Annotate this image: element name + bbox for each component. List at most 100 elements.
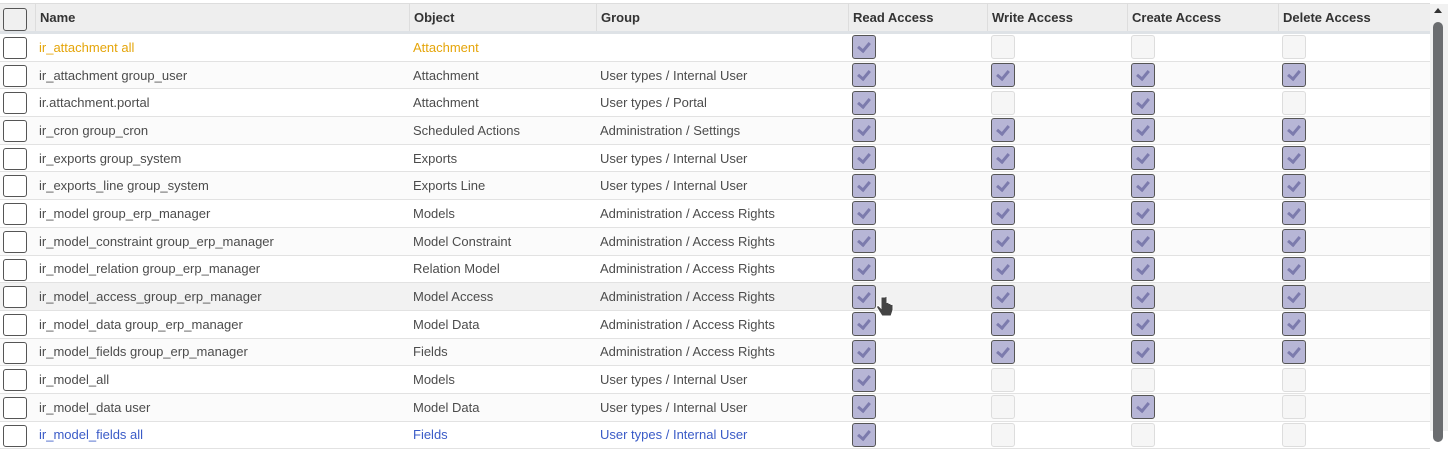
read-access-checkbox[interactable] bbox=[852, 422, 876, 447]
write-access-checkbox[interactable] bbox=[991, 284, 1015, 309]
delete-access-checkbox[interactable] bbox=[1282, 201, 1306, 226]
scroll-up-arrow-icon[interactable] bbox=[1434, 8, 1442, 13]
create-access-checkbox[interactable] bbox=[1131, 118, 1155, 143]
table-row[interactable]: ir.attachment.portal Attachment User typ… bbox=[0, 89, 1430, 118]
row-select-checkbox[interactable] bbox=[3, 341, 27, 364]
write-access-checkbox[interactable] bbox=[991, 395, 1015, 420]
write-access-checkbox[interactable] bbox=[991, 35, 1015, 60]
create-access-checkbox[interactable] bbox=[1131, 35, 1155, 60]
column-header-create[interactable]: Create Access bbox=[1127, 4, 1221, 31]
table-row[interactable]: ir_model_fields all Fields User types / … bbox=[0, 421, 1430, 449]
read-access-checkbox[interactable] bbox=[852, 339, 876, 364]
row-select-checkbox[interactable] bbox=[3, 64, 27, 87]
table-row[interactable]: ir_model_relation group_erp_manager Rela… bbox=[0, 255, 1430, 284]
create-access-checkbox[interactable] bbox=[1131, 284, 1155, 309]
read-access-checkbox[interactable] bbox=[852, 90, 876, 115]
delete-access-checkbox[interactable] bbox=[1282, 118, 1306, 143]
delete-access-checkbox[interactable] bbox=[1282, 63, 1306, 88]
read-access-checkbox[interactable] bbox=[852, 312, 876, 337]
write-access-checkbox[interactable] bbox=[991, 63, 1015, 88]
column-header-group[interactable]: Group bbox=[596, 4, 640, 31]
create-access-checkbox[interactable] bbox=[1131, 90, 1155, 115]
delete-access-checkbox[interactable] bbox=[1282, 229, 1306, 254]
create-access-checkbox[interactable] bbox=[1131, 367, 1155, 392]
column-header-delete[interactable]: Delete Access bbox=[1278, 4, 1371, 31]
create-access-checkbox[interactable] bbox=[1131, 201, 1155, 226]
write-access-checkbox[interactable] bbox=[991, 173, 1015, 198]
vertical-scrollbar[interactable] bbox=[1430, 4, 1448, 442]
row-select-checkbox[interactable] bbox=[3, 396, 27, 419]
delete-access-checkbox[interactable] bbox=[1282, 146, 1306, 171]
write-access-checkbox[interactable] bbox=[991, 422, 1015, 447]
table-row[interactable]: ir_attachment all Attachment bbox=[0, 34, 1430, 62]
row-select-checkbox[interactable] bbox=[3, 313, 27, 336]
table-row[interactable]: ir_attachment group_user Attachment User… bbox=[0, 61, 1430, 90]
write-access-checkbox[interactable] bbox=[991, 201, 1015, 226]
write-access-checkbox[interactable] bbox=[991, 229, 1015, 254]
table-row[interactable]: ir_exports group_system Exports User typ… bbox=[0, 144, 1430, 173]
row-select-checkbox[interactable] bbox=[3, 369, 27, 392]
table-row[interactable]: ir_model_data group_erp_manager Model Da… bbox=[0, 310, 1430, 339]
select-all-checkbox[interactable] bbox=[3, 8, 27, 31]
delete-access-checkbox[interactable] bbox=[1282, 256, 1306, 281]
read-access-checkbox[interactable] bbox=[852, 367, 876, 392]
read-access-checkbox[interactable] bbox=[852, 146, 876, 171]
table-row[interactable]: ir_model_all Models User types / Interna… bbox=[0, 366, 1430, 394]
read-access-checkbox[interactable] bbox=[852, 201, 876, 226]
create-access-checkbox[interactable] bbox=[1131, 422, 1155, 447]
write-access-checkbox[interactable] bbox=[991, 312, 1015, 337]
delete-access-checkbox[interactable] bbox=[1282, 367, 1306, 392]
read-access-checkbox[interactable] bbox=[852, 63, 876, 88]
row-select-checkbox[interactable] bbox=[3, 258, 27, 281]
table-row[interactable]: ir_model group_erp_manager Models Admini… bbox=[0, 200, 1430, 228]
delete-access-checkbox[interactable] bbox=[1282, 422, 1306, 447]
create-access-checkbox[interactable] bbox=[1131, 395, 1155, 420]
column-header-name[interactable]: Name bbox=[35, 4, 75, 31]
create-access-checkbox[interactable] bbox=[1131, 229, 1155, 254]
create-access-checkbox[interactable] bbox=[1131, 339, 1155, 364]
row-select-checkbox[interactable] bbox=[3, 37, 27, 59]
table-row[interactable]: ir_model_fields group_erp_manager Fields… bbox=[0, 338, 1430, 367]
table-row[interactable]: ir_exports_line group_system Exports Lin… bbox=[0, 172, 1430, 201]
table-row[interactable]: ir_model_access_group_erp_manager Model … bbox=[0, 283, 1430, 311]
read-access-checkbox[interactable] bbox=[852, 118, 876, 143]
read-access-checkbox[interactable] bbox=[852, 395, 876, 420]
delete-access-checkbox[interactable] bbox=[1282, 284, 1306, 309]
table-row[interactable]: ir_cron group_cron Scheduled Actions Adm… bbox=[0, 117, 1430, 145]
row-select-checkbox[interactable] bbox=[3, 424, 27, 447]
row-select-checkbox[interactable] bbox=[3, 286, 27, 309]
row-select-checkbox[interactable] bbox=[3, 175, 27, 198]
column-header-object[interactable]: Object bbox=[409, 4, 454, 31]
delete-access-checkbox[interactable] bbox=[1282, 90, 1306, 115]
create-access-checkbox[interactable] bbox=[1131, 312, 1155, 337]
scrollbar-thumb[interactable] bbox=[1433, 22, 1443, 442]
create-access-checkbox[interactable] bbox=[1131, 63, 1155, 88]
row-select-checkbox[interactable] bbox=[3, 147, 27, 170]
row-select-checkbox[interactable] bbox=[3, 92, 27, 115]
row-select-checkbox[interactable] bbox=[3, 120, 27, 143]
write-access-checkbox[interactable] bbox=[991, 118, 1015, 143]
read-access-checkbox[interactable] bbox=[852, 173, 876, 198]
write-access-checkbox[interactable] bbox=[991, 146, 1015, 171]
delete-access-checkbox[interactable] bbox=[1282, 395, 1306, 420]
read-access-checkbox[interactable] bbox=[852, 284, 876, 309]
write-access-checkbox[interactable] bbox=[991, 90, 1015, 115]
delete-access-checkbox[interactable] bbox=[1282, 339, 1306, 364]
create-access-checkbox[interactable] bbox=[1131, 256, 1155, 281]
table-row[interactable]: ir_model_constraint group_erp_manager Mo… bbox=[0, 227, 1430, 256]
write-access-checkbox[interactable] bbox=[991, 256, 1015, 281]
table-row[interactable]: ir_model_data user Model Data User types… bbox=[0, 393, 1430, 422]
create-access-checkbox[interactable] bbox=[1131, 146, 1155, 171]
row-select-checkbox[interactable] bbox=[3, 203, 27, 226]
column-header-read[interactable]: Read Access bbox=[848, 4, 933, 31]
read-access-checkbox[interactable] bbox=[852, 229, 876, 254]
row-select-checkbox[interactable] bbox=[3, 230, 27, 253]
read-access-checkbox[interactable] bbox=[852, 35, 876, 60]
delete-access-checkbox[interactable] bbox=[1282, 35, 1306, 60]
read-access-checkbox[interactable] bbox=[852, 256, 876, 281]
delete-access-checkbox[interactable] bbox=[1282, 173, 1306, 198]
write-access-checkbox[interactable] bbox=[991, 339, 1015, 364]
create-access-checkbox[interactable] bbox=[1131, 173, 1155, 198]
column-header-write[interactable]: Write Access bbox=[987, 4, 1073, 31]
delete-access-checkbox[interactable] bbox=[1282, 312, 1306, 337]
